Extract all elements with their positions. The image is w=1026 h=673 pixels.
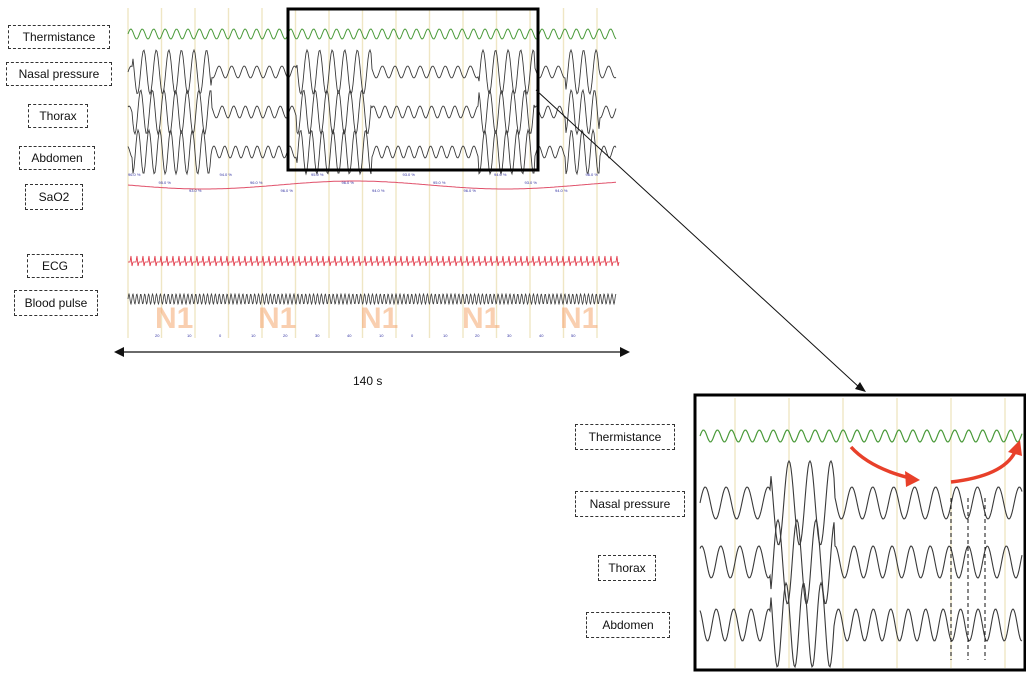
zoom-label-thermistance: Thermistance (575, 424, 675, 450)
respiratory-trace (127, 88, 617, 136)
label-thorax: Thorax (28, 104, 88, 128)
time-tick: 50 (571, 333, 576, 338)
sao2-value: 96.0 % (464, 188, 477, 193)
zoom-respiratory-trace (699, 459, 1023, 546)
sao2-value: 93.0 % (189, 188, 202, 193)
ecg-trace (128, 255, 620, 267)
zoom-respiratory-trace (699, 581, 1023, 669)
time-tick: 30 (315, 333, 320, 338)
zoom-connector-line (535, 89, 861, 389)
time-tick: 10 (187, 333, 192, 338)
time-tick: 10 (379, 333, 384, 338)
time-tick: 20 (283, 333, 288, 338)
duration-arrow (114, 347, 630, 357)
time-tick: 0 (411, 333, 414, 338)
time-tick: 30 (507, 333, 512, 338)
sao2-value: 93.0 % (403, 172, 416, 177)
label-thermistance: Thermistance (8, 25, 110, 49)
stage-label: N1 (462, 302, 500, 335)
time-tick: 40 (539, 333, 544, 338)
label-blood-pulse: Blood pulse (14, 290, 98, 316)
zoom-label-abdomen: Abdomen (586, 612, 670, 638)
thermistance-trace (127, 28, 617, 40)
zoom-thermistance-trace (699, 429, 1023, 443)
sao2-value: 93.0 % (525, 180, 538, 185)
zoom-label-nasal-pressure: Nasal pressure (575, 491, 685, 517)
stage-label: N1 (560, 302, 598, 335)
red-curved-arrow-left (849, 445, 911, 480)
stage-label: N1 (155, 302, 193, 335)
red-arrowhead-right (1008, 440, 1022, 456)
time-tick: 40 (347, 333, 352, 338)
label-abdomen: Abdomen (19, 146, 95, 170)
sao2-value: 95.0 % (159, 180, 172, 185)
sao2-trace (127, 180, 617, 190)
respiratory-trace (127, 48, 617, 96)
time-tick: 20 (155, 333, 160, 338)
sao2-value: 95.0 % (433, 180, 446, 185)
label-ecg: ECG (27, 254, 83, 278)
zoom-label-thorax: Thorax (598, 555, 656, 581)
time-tick-labels: 20 10 0 10 20 30 40 10 0 10 20 30 40 50 (155, 333, 576, 338)
stage-label: N1 (258, 302, 296, 335)
epoch-gridlines (127, 8, 598, 338)
event-dashed-markers (950, 498, 986, 660)
time-tick: 10 (443, 333, 448, 338)
duration-label: 140 s (353, 374, 383, 388)
sao2-value: 96.0 % (250, 180, 263, 185)
time-tick: 20 (475, 333, 480, 338)
time-tick: 0 (219, 333, 222, 338)
sao2-value: 94.0 % (372, 188, 385, 193)
zoom-respiratory-trace (699, 518, 1023, 605)
sleep-stage-labels: N1 N1 N1 N1 N1 (155, 302, 598, 335)
sao2-value: 94.0 % (555, 188, 568, 193)
blood-pulse-trace (127, 292, 617, 306)
sao2-value: 94.0 % (220, 172, 233, 177)
zoom-waveforms (699, 429, 1023, 669)
stage-label: N1 (360, 302, 398, 335)
label-nasal-pressure: Nasal pressure (6, 62, 112, 86)
label-sao2: SaO2 (25, 184, 83, 210)
sao2-value-labels: 96.0 % 95.0 % 93.0 % 94.0 % 96.0 % 96.0 % 95.0… (128, 172, 598, 193)
red-curved-arrow-right (950, 451, 1017, 484)
time-tick: 10 (251, 333, 256, 338)
sao2-value: 94.0 % (494, 172, 507, 177)
sao2-value: 96.0 % (586, 172, 599, 177)
zoom-panel-frame (693, 393, 1026, 672)
sao2-value: 96.0 % (128, 172, 141, 177)
respiratory-trace (127, 128, 617, 176)
red-arrowhead-left (905, 471, 920, 487)
sao2-value: 96.0 % (281, 188, 294, 193)
sao2-value: 95.0 % (311, 172, 324, 177)
sao2-value: 96.0 % (342, 180, 355, 185)
connector-arrowhead (855, 382, 866, 392)
overview-waveforms (127, 28, 620, 306)
zoom-selection-box (286, 7, 540, 172)
